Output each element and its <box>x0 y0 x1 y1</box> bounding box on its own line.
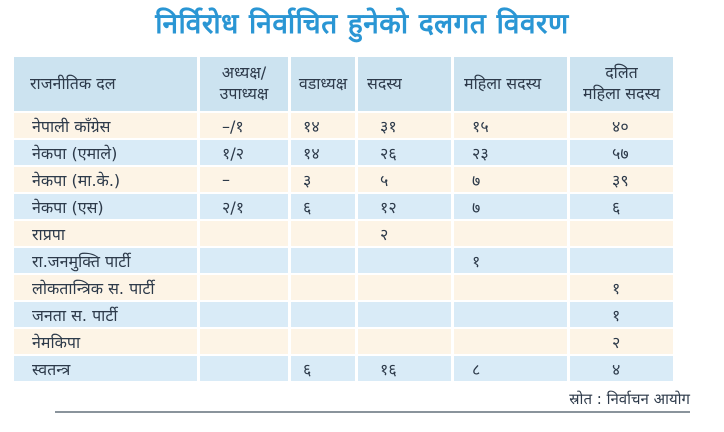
value-cell <box>200 248 288 273</box>
table-row: स्वतन्त्र ६ १६ ८ ४ <box>14 356 673 381</box>
value-cell: ३१ <box>358 113 451 138</box>
value-cell: २ <box>570 329 673 354</box>
value-cell <box>291 275 355 300</box>
value-cell: २३ <box>454 140 567 165</box>
value-cell <box>358 329 451 354</box>
table-row: जनता स. पार्टी १ <box>14 302 673 327</box>
value-cell <box>454 221 567 246</box>
table-row: नेकपा (मा.के.) – ३ ५ ७ ३९ <box>14 167 673 192</box>
value-cell: ७ <box>454 194 567 219</box>
page-title: निर्विरोध निर्वाचित हुनेको दलगत विवरण <box>155 7 569 40</box>
value-cell <box>454 329 567 354</box>
value-cell <box>200 356 288 381</box>
value-cell: ५ <box>358 167 451 192</box>
value-cell: २/१ <box>200 194 288 219</box>
value-cell: – <box>200 167 288 192</box>
value-cell <box>200 275 288 300</box>
party-name-cell: स्वतन्त्र <box>14 356 197 381</box>
value-cell: १ <box>454 248 567 273</box>
table-row: राप्रपा २ <box>14 221 673 246</box>
value-cell <box>454 275 567 300</box>
party-name-cell: नेकपा (एस) <box>14 194 197 219</box>
value-cell: १ <box>570 302 673 327</box>
table-row: नेपाली काँग्रेस –/१ १४ ३१ १५ ४० <box>14 113 673 138</box>
value-cell <box>358 302 451 327</box>
value-cell: ६ <box>291 356 355 381</box>
value-cell: –/१ <box>200 113 288 138</box>
party-name-cell: लोकतान्त्रिक स. पार्टी <box>14 275 197 300</box>
table-header-row: राजनीतिक दल अध्यक्ष/ उपाध्यक्ष वडाध्यक्ष… <box>14 57 673 111</box>
value-cell: २६ <box>358 140 451 165</box>
value-cell <box>200 221 288 246</box>
value-cell: ६ <box>570 194 673 219</box>
value-cell <box>570 248 673 273</box>
value-cell <box>291 302 355 327</box>
value-cell: १ <box>570 275 673 300</box>
value-cell: १६ <box>358 356 451 381</box>
value-cell <box>454 302 567 327</box>
table-row: नेमकिपा २ <box>14 329 673 354</box>
value-cell <box>200 329 288 354</box>
value-cell <box>358 275 451 300</box>
col-header-dalit-female-member: दलित महिला सदस्य <box>570 57 673 111</box>
value-cell <box>200 302 288 327</box>
value-cell <box>291 329 355 354</box>
value-cell: ५७ <box>570 140 673 165</box>
table-row: नेकपा (एमाले) १/२ १४ २६ २३ ५७ <box>14 140 673 165</box>
value-cell: ४० <box>570 113 673 138</box>
col-header-female-member: महिला सदस्य <box>454 57 567 111</box>
value-cell: १५ <box>454 113 567 138</box>
value-cell: ३९ <box>570 167 673 192</box>
value-cell <box>291 221 355 246</box>
value-cell: २ <box>358 221 451 246</box>
value-cell: १४ <box>291 113 355 138</box>
party-details-table: राजनीतिक दल अध्यक्ष/ उपाध्यक्ष वडाध्यक्ष… <box>11 55 676 383</box>
party-name-cell: नेकपा (एमाले) <box>14 140 197 165</box>
party-name-cell: नेकपा (मा.के.) <box>14 167 197 192</box>
party-name-cell: नेपाली काँग्रेस <box>14 113 197 138</box>
table-row: लोकतान्त्रिक स. पार्टी १ <box>14 275 673 300</box>
col-header-chair-vicechair: अध्यक्ष/ उपाध्यक्ष <box>200 57 288 111</box>
value-cell: ६ <box>291 194 355 219</box>
party-name-cell: नेमकिपा <box>14 329 197 354</box>
value-cell <box>570 221 673 246</box>
col-header-ward-chair: वडाध्यक्ष <box>291 57 355 111</box>
value-cell: १२ <box>358 194 451 219</box>
value-cell: ८ <box>454 356 567 381</box>
col-header-political-party: राजनीतिक दल <box>14 57 197 111</box>
party-name-cell: राप्रपा <box>14 221 197 246</box>
table-row: नेकपा (एस) २/१ ६ १२ ७ ६ <box>14 194 673 219</box>
value-cell: १४ <box>291 140 355 165</box>
party-name-cell: रा.जनमुक्ति पार्टी <box>14 248 197 273</box>
value-cell: १/२ <box>200 140 288 165</box>
bottom-divider <box>55 411 690 413</box>
value-cell: ७ <box>454 167 567 192</box>
value-cell <box>358 248 451 273</box>
table-row: रा.जनमुक्ति पार्टी १ <box>14 248 673 273</box>
value-cell: ४ <box>570 356 673 381</box>
value-cell: ३ <box>291 167 355 192</box>
source-note: स्रोत : निर्वाचन आयोग <box>569 390 690 408</box>
value-cell <box>291 248 355 273</box>
col-header-member: सदस्य <box>358 57 451 111</box>
party-name-cell: जनता स. पार्टी <box>14 302 197 327</box>
